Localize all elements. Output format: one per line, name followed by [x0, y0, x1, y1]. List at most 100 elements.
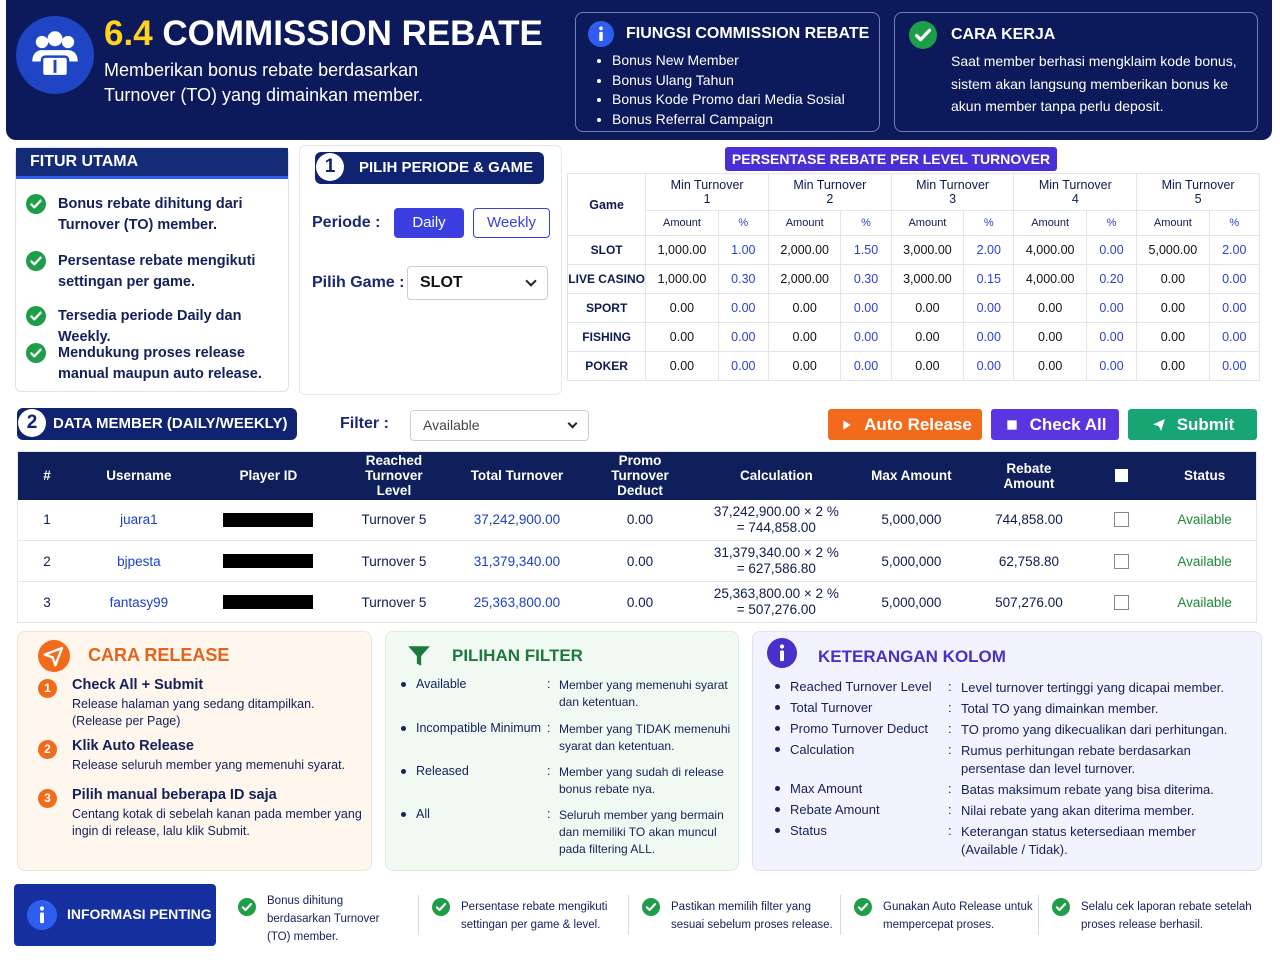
player-id — [202, 500, 335, 541]
rebate-percent: 0.00 — [1208, 322, 1261, 352]
bullet — [775, 828, 780, 833]
column-desc: Total TO yang dimainkan member. — [961, 701, 1159, 716]
rebate-amount: 0.00 — [645, 351, 719, 381]
rebate-percent: 2.00 — [1208, 235, 1261, 265]
row-number: 3 — [43, 594, 51, 610]
column-desc: TO promo yang dikecualikan dari perhitun… — [961, 722, 1228, 737]
chevron — [567, 418, 578, 429]
cara-kerja-box: CARA KERJA Saat member berhasi mengklaim … — [894, 12, 1258, 132]
game-select[interactable]: SLOT — [407, 266, 548, 300]
action-button[interactable]: Check All — [991, 409, 1119, 440]
rebate-amount: 0.00 — [767, 293, 842, 323]
level-header: Min Turnover 3 — [890, 173, 1015, 211]
spacer — [153, 14, 163, 53]
bullet — [401, 769, 406, 774]
rebate-amount: 0.00 — [890, 351, 965, 381]
rebate-amount: 0.00 — [1136, 264, 1210, 294]
checkbox[interactable] — [1113, 594, 1129, 610]
column-desc: Level turnover tertinggi yang dicapai me… — [961, 680, 1225, 695]
level-header: Min Turnover 4 — [1013, 173, 1138, 211]
level-header: Min Turnover 5 — [1136, 173, 1260, 211]
check-icon — [26, 306, 46, 326]
info-icon-glyph — [599, 26, 603, 42]
column-header: Username — [106, 468, 172, 484]
rebate-amount: 3,000.00 — [890, 235, 965, 265]
filter-desc: Member yang sudah di release bonus rebat… — [559, 765, 724, 796]
step-badge: 2 — [38, 740, 57, 759]
informasi-box: INFORMASI PENTING — [14, 884, 216, 946]
check-icon — [26, 343, 46, 363]
sub-header: Amount — [1013, 210, 1087, 236]
rebate-sub-row: Amount% Amount% Amount% Amount% Amount% — [568, 210, 1261, 236]
rebate-game: SLOT — [566, 235, 647, 265]
button-icon — [1151, 417, 1167, 433]
rebate-amount: 0.00 — [890, 293, 965, 323]
filter-icon — [406, 642, 432, 670]
row-number: 1 — [43, 512, 51, 528]
sub-header: % — [717, 210, 769, 236]
bullet — [775, 726, 780, 731]
rebate-amount: 744,858.00 — [995, 512, 1063, 528]
sub-header: % — [963, 210, 1015, 236]
member-row: 2 bjpesta Turnover 5 31,379,340.00 0.00 31,37… — [17, 541, 1257, 582]
separator: : — [948, 802, 952, 817]
max-amount: 5,000,000 — [881, 553, 942, 569]
fitur-item: Tersedia periode Daily dan Weekly. — [58, 308, 242, 345]
checkbox[interactable] — [1113, 553, 1129, 569]
step-desc: Release seluruh member yang memenuhi sya… — [72, 758, 346, 772]
check-icon-glyph — [30, 348, 42, 358]
check-icon-glyph — [30, 199, 42, 209]
step-pill: 2 DATA MEMBER (DAILY/WEEKLY) — [17, 408, 297, 440]
step-badge: 3 — [38, 789, 57, 808]
step-number: 1 — [316, 153, 344, 181]
period-button[interactable]: Daily — [394, 208, 464, 238]
checkbox[interactable] — [1113, 512, 1129, 528]
period-button[interactable]: Weekly — [473, 208, 550, 238]
filter-select[interactable]: Available — [410, 410, 589, 441]
rebate-game: SPORT — [566, 293, 647, 323]
bullet — [775, 684, 780, 689]
redacted — [223, 595, 314, 609]
check-icon — [1052, 898, 1070, 916]
rebate-percent: 0.30 — [717, 264, 769, 294]
button-icon — [1004, 417, 1020, 433]
column-term: Status — [790, 823, 827, 838]
column-header: Max Amount — [871, 468, 952, 484]
rebate-amount: 2,000.00 — [767, 235, 842, 265]
rebate-amount: 0.00 — [1013, 351, 1087, 381]
rebate-amount: 0.00 — [1136, 322, 1210, 352]
separator: : — [948, 700, 952, 715]
check-icon-glyph — [435, 902, 447, 912]
checkbox-header — [1089, 452, 1154, 500]
rebate-amount: 1,000.00 — [645, 264, 719, 294]
promo-deduct: 0.00 — [626, 512, 654, 528]
rebate-amount: 0.00 — [890, 322, 965, 352]
status: Available — [1177, 553, 1232, 569]
separator: : — [948, 742, 952, 757]
rebate-amount: 507,276.00 — [995, 594, 1063, 610]
separator: : — [948, 823, 952, 838]
separator: : — [948, 781, 952, 796]
bullet — [775, 705, 780, 710]
member-table: # Username Player ID Reached Turnover Level… — [17, 451, 1257, 623]
calculation: 37,242,900.00 × 2 % = 744,858.00 — [713, 503, 839, 535]
rebate-percent: 2.00 — [963, 235, 1015, 265]
column-desc: Keterangan status ketersediaan member (A… — [961, 824, 1196, 857]
fitur-item: Persentase rebate mengikuti settingan pe… — [58, 253, 256, 290]
action-button[interactable]: Submit — [1128, 409, 1257, 440]
button-icon — [838, 417, 854, 433]
check-icon-glyph — [645, 902, 657, 912]
check-icon-glyph — [857, 902, 869, 912]
check-icon — [26, 251, 46, 271]
status: Available — [1177, 512, 1232, 528]
step-badge: 1 — [38, 679, 57, 698]
member-row: 3 fantasy99 Turnover 5 25,363,800.00 0.00 25,… — [17, 582, 1257, 623]
separator: : — [547, 764, 551, 778]
filter-term: Incompatible Minimum — [416, 721, 542, 735]
redacted — [223, 512, 314, 527]
action-button[interactable]: Auto Release — [828, 409, 982, 440]
rebate-amount: 0.00 — [1136, 293, 1210, 323]
rebate-row: SLOT 1,000.00 1.00 2,000.00 1.50 3,000.00 2.00… — [566, 235, 1261, 265]
logo-glyph — [32, 31, 78, 78]
row-number: 2 — [43, 553, 51, 569]
